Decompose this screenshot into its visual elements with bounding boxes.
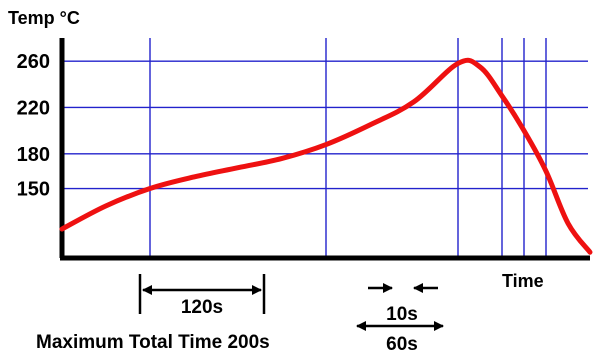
y-axis-label: Temp °C <box>8 8 80 28</box>
vertical-gridlines <box>149 38 547 258</box>
peak-span-label: 10s <box>386 304 418 325</box>
y-tick-labels: 260 220 180 150 <box>17 51 50 200</box>
max-total-time-label: Maximum Total Time 200s <box>36 332 270 353</box>
y-tick-label-150: 150 <box>17 179 50 201</box>
peak-span-annotation: 10s <box>368 283 438 325</box>
preheat-span-annotation: 120s <box>138 274 266 318</box>
liquidus-span-label: 60s <box>386 334 418 355</box>
preheat-span-label: 120s <box>181 297 223 318</box>
temperature-curve <box>59 57 593 255</box>
horizontal-gridlines <box>62 60 588 190</box>
y-tick-label-180: 180 <box>17 144 50 166</box>
liquidus-span-annotation: 60s <box>356 321 444 355</box>
y-tick-label-260: 260 <box>17 51 50 73</box>
y-tick-label-220: 220 <box>17 97 50 119</box>
x-axis-label: Time <box>502 271 544 291</box>
